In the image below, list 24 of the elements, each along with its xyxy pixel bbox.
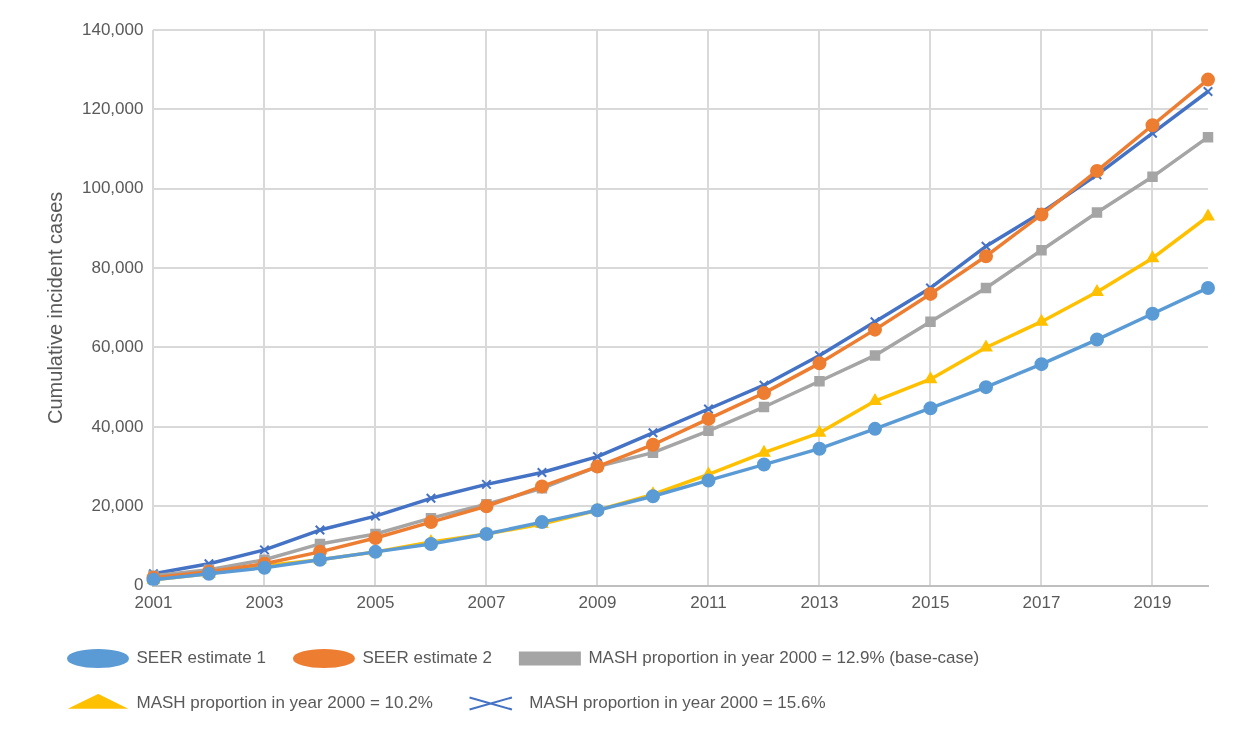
legend-label: SEER estimate 2 xyxy=(362,648,492,668)
x-tick-label: 2011 xyxy=(690,593,727,613)
y-tick-label: 20,000 xyxy=(91,495,144,515)
x-tick-label: 2009 xyxy=(578,593,617,613)
y-tick-label: 80,000 xyxy=(91,257,144,277)
x-tick-label: 2015 xyxy=(911,593,950,613)
y-axis-title: Cumulative incident cases xyxy=(43,191,66,424)
legend-label: MASH proportion in year 2000 = 10.2% xyxy=(136,693,433,713)
legend-label: MASH proportion in year 2000 = 15.6% xyxy=(529,693,826,713)
x-tick-label: 2001 xyxy=(134,593,173,613)
x-tick-label: 2005 xyxy=(356,593,395,613)
x-tick-label: 2003 xyxy=(245,593,284,613)
y-tick-label: 60,000 xyxy=(91,337,144,357)
x-tick-label: 2013 xyxy=(800,593,839,613)
y-tick-label: 40,000 xyxy=(91,416,144,436)
y-tick-label: 100,000 xyxy=(82,178,144,198)
y-tick-label: 140,000 xyxy=(82,19,144,39)
x-tick-label: 2007 xyxy=(467,593,506,613)
x-tick-label: 2019 xyxy=(1133,593,1172,613)
legend-label: SEER estimate 1 xyxy=(136,648,266,668)
y-tick-label: 0 xyxy=(133,575,144,595)
legend-label: MASH proportion in year 2000 = 12.9% (base-case) xyxy=(588,648,980,668)
y-tick-label: 120,000 xyxy=(82,99,144,119)
x-tick-label: 2017 xyxy=(1022,593,1061,613)
